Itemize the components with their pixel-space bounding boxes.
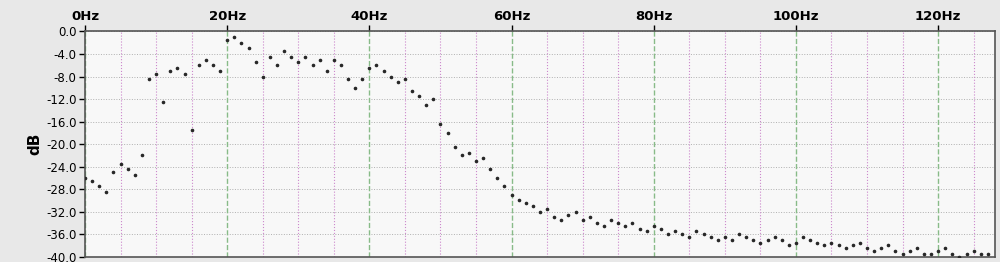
Y-axis label: dB: dB (27, 133, 42, 155)
